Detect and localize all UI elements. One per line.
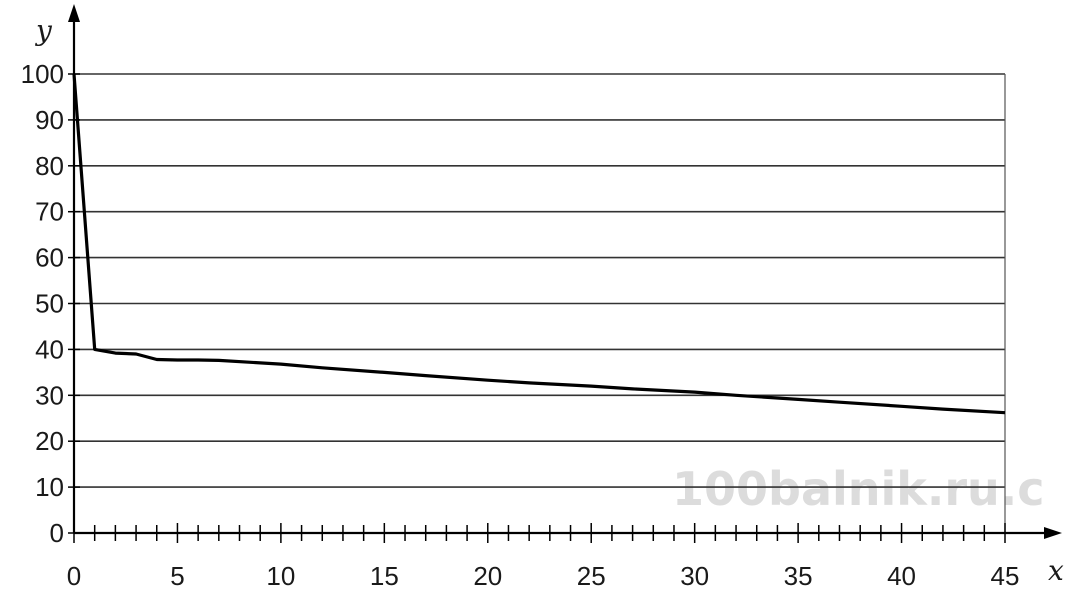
x-tick-label-45: 45: [991, 561, 1020, 591]
y-tick-label-60: 60: [35, 243, 64, 273]
y-tick-label-100: 100: [21, 59, 64, 89]
x-axis-arrow: [1044, 527, 1062, 539]
x-tick-label-10: 10: [266, 561, 295, 591]
y-axis-arrow: [68, 4, 80, 22]
x-tick-label-0: 0: [67, 561, 81, 591]
y-tick-label-50: 50: [35, 289, 64, 319]
y-tick-label-70: 70: [35, 197, 64, 227]
axis-layer: [68, 4, 1062, 543]
y-tick-label-90: 90: [35, 105, 64, 135]
y-tick-label-80: 80: [35, 151, 64, 181]
x-tick-label-40: 40: [887, 561, 916, 591]
y-axis-label: y: [34, 14, 53, 47]
y-tick-label-10: 10: [35, 472, 64, 502]
x-tick-label-15: 15: [370, 561, 399, 591]
y-tick-label-30: 30: [35, 380, 64, 410]
y-tick-label-40: 40: [35, 334, 64, 364]
x-tick-label-20: 20: [473, 561, 502, 591]
x-tick-label-35: 35: [784, 561, 813, 591]
grid-layer: [74, 73, 1006, 533]
series-layer: [72, 73, 1006, 415]
watermark: 100balnik.ru.c: [672, 462, 1045, 516]
x-axis-label: x: [1048, 554, 1064, 587]
label-layer: y x 0 5 10 15 20 25 30 35 40 45 0 10 20 30 40 50 60 70 80 9…: [21, 14, 1064, 591]
x-tick-label-25: 25: [577, 561, 606, 591]
y-tick-label-0: 0: [50, 518, 64, 548]
series-line-0: [72, 73, 1006, 415]
x-tick-label-5: 5: [170, 561, 184, 591]
x-tick-label-30: 30: [680, 561, 709, 591]
y-tick-label-20: 20: [35, 426, 64, 456]
